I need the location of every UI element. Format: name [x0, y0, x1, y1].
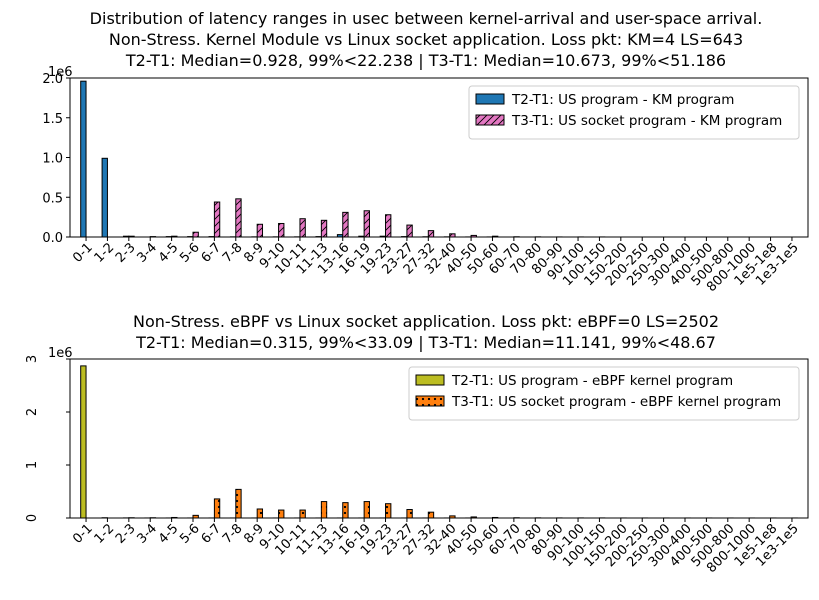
legend-swatch-1 — [415, 374, 445, 386]
chart-title-line-2: Non-Stress. Kernel Module vs Linux socke… — [109, 30, 743, 49]
bar-hatch-6-7-s2 — [214, 498, 220, 518]
bar-hatch-10-11-s2 — [299, 218, 306, 237]
legend-label-1: T2-T1: US program - eBPF kernel program — [451, 373, 733, 389]
x-tick-label: 2-3 — [113, 240, 139, 266]
legend-box — [408, 366, 800, 421]
x-tick-label: 3-4 — [134, 521, 160, 547]
bar-0-1-s1 — [80, 365, 87, 519]
x-tick-label: 0-1 — [70, 240, 96, 266]
series-1 — [80, 80, 493, 238]
bar-hatch-13-16-s2 — [342, 502, 349, 518]
x-tick-label: 5-6 — [177, 521, 203, 547]
series-2 — [128, 198, 606, 238]
bar-hatch-11-13-s2 — [321, 220, 327, 237]
y-scale-label: 1e6 — [48, 346, 73, 361]
bar-hatch-7-8-s2 — [235, 489, 242, 518]
legend-label-2: T3-T1: US socket program - eBPF kernel p… — [451, 394, 781, 410]
bar-hatch-8-9-s2 — [257, 508, 263, 518]
legend-swatch-hatch-2 — [416, 396, 444, 406]
legend-label-1: T2-T1: US program - KM program — [511, 92, 734, 108]
bar-hatch-32-40-s2 — [449, 515, 456, 518]
x-tick-label: 6-7 — [199, 521, 225, 547]
bar-hatch-9-10-s2 — [278, 223, 284, 237]
x-tick-label: 1-2 — [92, 521, 118, 547]
chart-title-line-1: Non-Stress. eBPF vs Linux socket applica… — [133, 312, 719, 331]
bar-hatch-16-19-s2 — [364, 501, 370, 518]
bar-hatch-11-13-s2 — [321, 501, 327, 518]
bar-hatch-19-23-s2 — [385, 503, 391, 518]
y-tick-label: 0 — [25, 514, 40, 522]
y-scale-label: 1e6 — [48, 65, 73, 80]
bar-hatch-40-50-s2 — [471, 516, 477, 518]
y-tick-label: 0.5 — [42, 191, 63, 206]
bar-hatch-13-16-s2 — [342, 212, 349, 237]
bar-hatch-5-6-s2 — [193, 515, 199, 518]
x-tick-label: 7-8 — [220, 240, 246, 266]
x-tick-label: 2-3 — [113, 521, 139, 547]
legend: T2-T1: US program - eBPF kernel program T… — [408, 366, 800, 421]
series-2 — [128, 488, 798, 519]
bar-hatch-27-32-s2 — [428, 512, 434, 518]
chart-title-line-1: Distribution of latency ranges in usec b… — [90, 9, 763, 28]
chart-kernel-module: Distribution of latency ranges in usec b… — [42, 9, 809, 295]
y-tick-label: 1.0 — [42, 152, 63, 167]
plot-frame — [69, 358, 809, 519]
bar-hatch-8-9-s2 — [257, 224, 263, 237]
y-tick-label: 2 — [25, 408, 40, 416]
x-tick-label: 4-5 — [156, 240, 182, 266]
y-tick-label: 0.0 — [42, 231, 63, 246]
bar-hatch-40-50-s2 — [471, 235, 477, 237]
x-tick-label: 5-6 — [177, 240, 203, 266]
y-tick-label: 1.5 — [42, 112, 63, 127]
y-tick-label: 3 — [25, 355, 40, 363]
legend: T2-T1: US program - KM program T3-T1: US … — [468, 85, 800, 140]
bar-hatch-27-32-s2 — [428, 230, 434, 237]
legend-label-2: T3-T1: US socket program - KM program — [511, 113, 782, 129]
bar-hatch-9-10-s2 — [278, 510, 284, 518]
x-tick-label: 0-1 — [70, 521, 96, 547]
x-tick-label: 7-8 — [220, 521, 246, 547]
bar-hatch-19-23-s2 — [385, 214, 391, 237]
legend-swatch-hatch-2 — [476, 115, 504, 125]
bar-hatch-10-11-s2 — [299, 510, 306, 518]
bar-0-1-s1 — [80, 80, 87, 238]
legend-box — [468, 85, 800, 140]
x-tick-label: 6-7 — [199, 240, 225, 266]
bar-hatch-16-19-s2 — [364, 210, 370, 237]
bar-1-2-s1 — [101, 157, 108, 238]
chart-title-line-3: T2-T1: Median=0.928, 99%<22.238 | T3-T1:… — [125, 51, 726, 70]
chart-ebpf: Non-Stress. eBPF vs Linux socket applica… — [25, 312, 809, 576]
x-tick-label: 3-4 — [134, 240, 160, 266]
y-tick-label: 2.0 — [42, 72, 63, 87]
bar-hatch-23-27-s2 — [406, 509, 413, 518]
bar-hatch-23-27-s2 — [406, 225, 413, 237]
legend-swatch-1 — [475, 93, 505, 105]
bar-hatch-7-8-s2 — [235, 198, 242, 237]
bar-hatch-5-6-s2 — [193, 232, 199, 237]
bar-hatch-32-40-s2 — [449, 233, 456, 237]
x-tick-label: 1-2 — [92, 240, 118, 266]
y-tick-label: 1 — [25, 461, 40, 469]
chart-title-line-2: T2-T1: Median=0.315, 99%<33.09 | T3-T1: … — [135, 333, 716, 352]
x-tick-label: 4-5 — [156, 521, 182, 547]
bar-hatch-6-7-s2 — [214, 202, 220, 237]
